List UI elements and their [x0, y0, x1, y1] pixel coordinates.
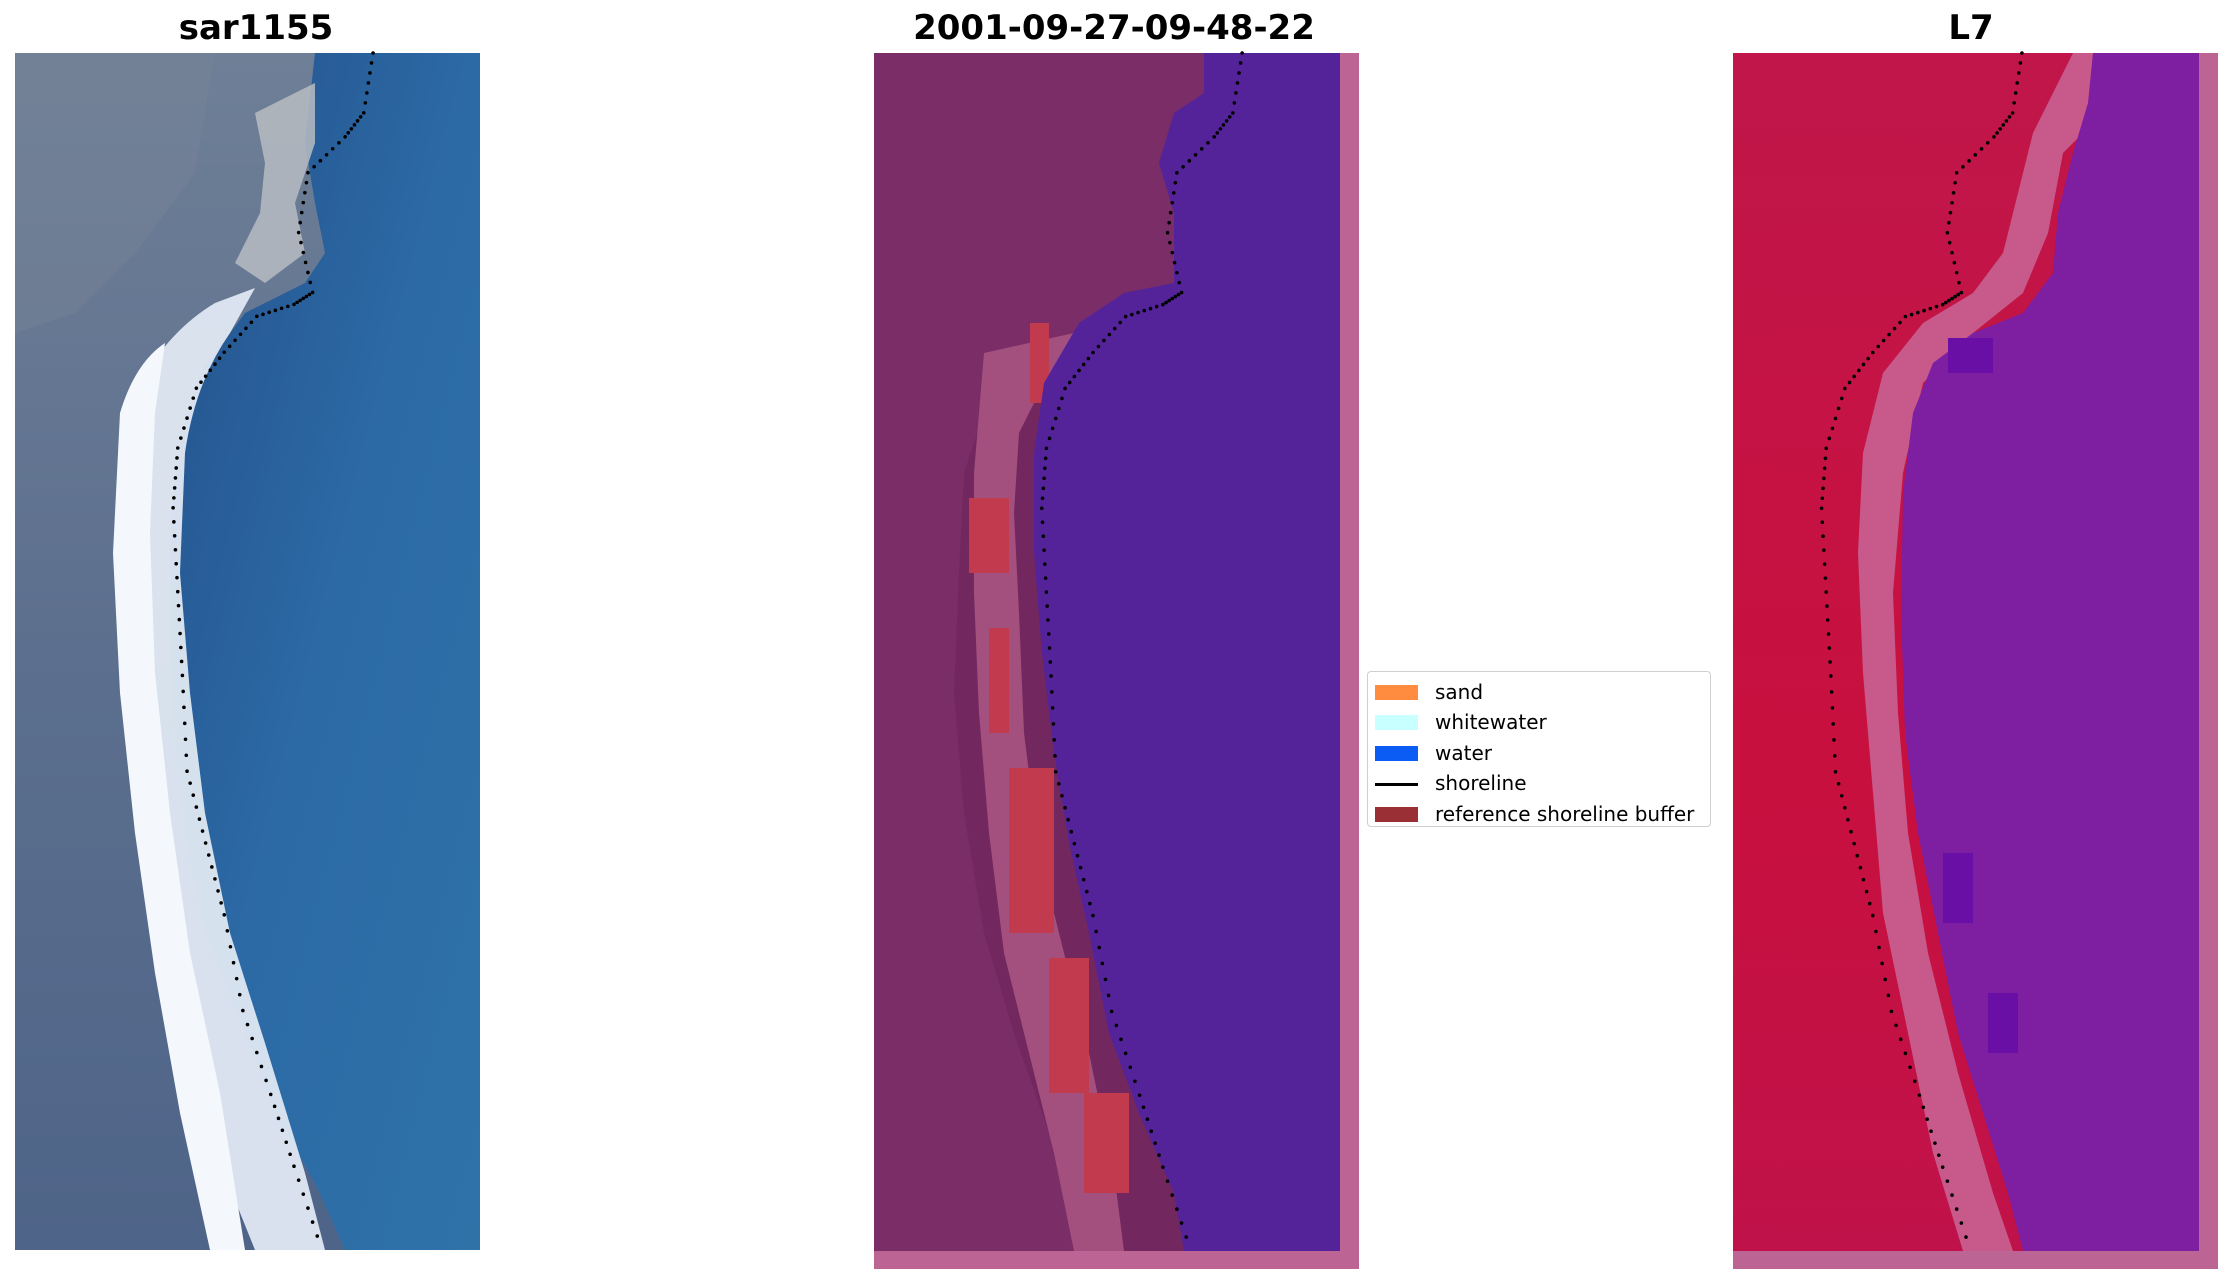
legend-label: water	[1435, 740, 1492, 765]
legend-label: whitewater	[1435, 710, 1547, 735]
mndwi-image	[1733, 53, 2218, 1269]
legend-item-whitewater: whitewater	[1368, 707, 1710, 737]
shoreline-line-swatch	[1375, 783, 1418, 786]
legend-label: shoreline	[1435, 771, 1527, 796]
rgb-satellite-image	[15, 53, 480, 1250]
legend-label: reference shoreline buffer	[1435, 801, 1695, 826]
legend-item-shoreline: shoreline	[1368, 768, 1710, 798]
legend: sand whitewater water shoreline referenc…	[1367, 671, 1711, 827]
panel-title-rgb: sar1155	[178, 8, 334, 48]
panel-title-sensor: L7	[1948, 8, 1994, 48]
classified-image	[874, 53, 1359, 1269]
buffer-swatch	[1375, 806, 1418, 822]
sand-swatch	[1375, 685, 1418, 700]
panel-title-date: 2001-09-27-09-48-22	[913, 8, 1315, 48]
legend-item-reference-buffer: reference shoreline buffer	[1368, 799, 1710, 829]
whitewater-swatch	[1375, 715, 1418, 731]
legend-item-water: water	[1368, 738, 1710, 768]
legend-label: sand	[1435, 680, 1484, 704]
water-swatch	[1375, 745, 1418, 761]
legend-item-sand: sand	[1368, 677, 1710, 707]
